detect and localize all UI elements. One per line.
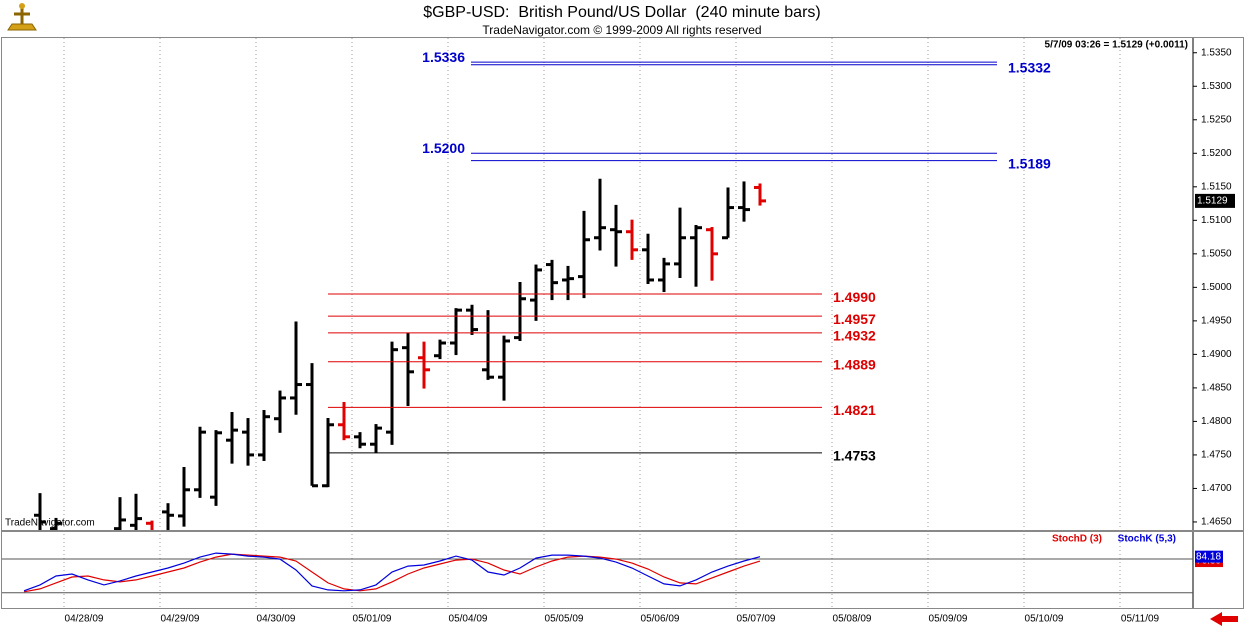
y-tick-label: 1.4750 — [1201, 450, 1232, 461]
level-label: 1.4990 — [833, 289, 876, 305]
stoch-line — [23, 552, 761, 592]
level-label: 1.4821 — [833, 402, 876, 418]
level-label: 1.5200 — [422, 140, 465, 156]
stoch-plot — [23, 552, 761, 593]
x-tick-label: 05/04/09 — [449, 614, 488, 625]
y-tick-label: 1.4700 — [1201, 483, 1232, 494]
x-tick-label: 04/30/09 — [257, 614, 296, 625]
x-tick-label: 05/11/09 — [1121, 614, 1160, 625]
frame — [1, 37, 1244, 609]
last-value-label: 84.18 — [1196, 551, 1221, 562]
y-tick-label: 1.4650 — [1201, 517, 1232, 528]
x-tick-label: 04/28/09 — [65, 614, 104, 625]
last-value-box — [1195, 550, 1223, 563]
quote-info: 5/7/09 03:26 = 1.5129 (+0.0011) — [1045, 40, 1188, 51]
level-label: 1.4932 — [833, 328, 876, 344]
x-tick-label: 04/29/09 — [161, 614, 200, 625]
y-tick-label: 1.5200 — [1201, 148, 1232, 159]
y-tick-label: 1.5150 — [1201, 181, 1232, 192]
y-tick-label: 1.5250 — [1201, 114, 1232, 125]
chart-title: $GBP-USD: British Pound/US Dollar (240 m… — [423, 4, 820, 21]
last-price-label: 1.5129 — [1197, 196, 1228, 207]
y-tick-label: 1.4950 — [1201, 316, 1232, 327]
level-label: 1.5189 — [1008, 155, 1051, 171]
level-label: 1.5332 — [1008, 60, 1051, 76]
legend-entry: StochK (5,3) — [1118, 534, 1176, 545]
y-tick-label: 1.5000 — [1201, 282, 1232, 293]
stoch-line — [23, 553, 761, 593]
x-tick-label: 05/06/09 — [641, 614, 680, 625]
y-tick-label: 1.4850 — [1201, 383, 1232, 394]
y-tick-label: 1.5100 — [1201, 215, 1232, 226]
x-tick-label: 05/09/09 — [929, 614, 968, 625]
y-tick-label: 1.4900 — [1201, 349, 1232, 360]
level-label: 1.5336 — [422, 49, 465, 65]
x-tick-label: 05/10/09 — [1025, 614, 1064, 625]
legend-entry: StochD (3) — [1052, 534, 1102, 545]
level-label: 1.4889 — [833, 356, 876, 372]
y-tick-label: 1.5050 — [1201, 248, 1232, 259]
y-tick-label: 1.5350 — [1201, 47, 1232, 58]
x-tick-label: 05/07/09 — [737, 614, 776, 625]
x-tick-label: 05/08/09 — [833, 614, 872, 625]
chart-subtitle: TradeNavigator.com © 1999-2009 All right… — [482, 23, 761, 37]
last-price-box — [1195, 193, 1235, 208]
x-tick-label: 05/05/09 — [545, 614, 584, 625]
x-tick-label: 05/01/09 — [353, 614, 392, 625]
logo — [7, 3, 37, 31]
level-label: 1.4957 — [833, 311, 876, 327]
watermark: TradeNavigator.com — [5, 518, 95, 529]
y-tick-label: 1.4800 — [1201, 416, 1232, 427]
level-label: 1.4753 — [833, 448, 876, 464]
y-tick-label: 1.5300 — [1201, 81, 1232, 92]
scroll-arrow[interactable] — [1210, 612, 1238, 626]
